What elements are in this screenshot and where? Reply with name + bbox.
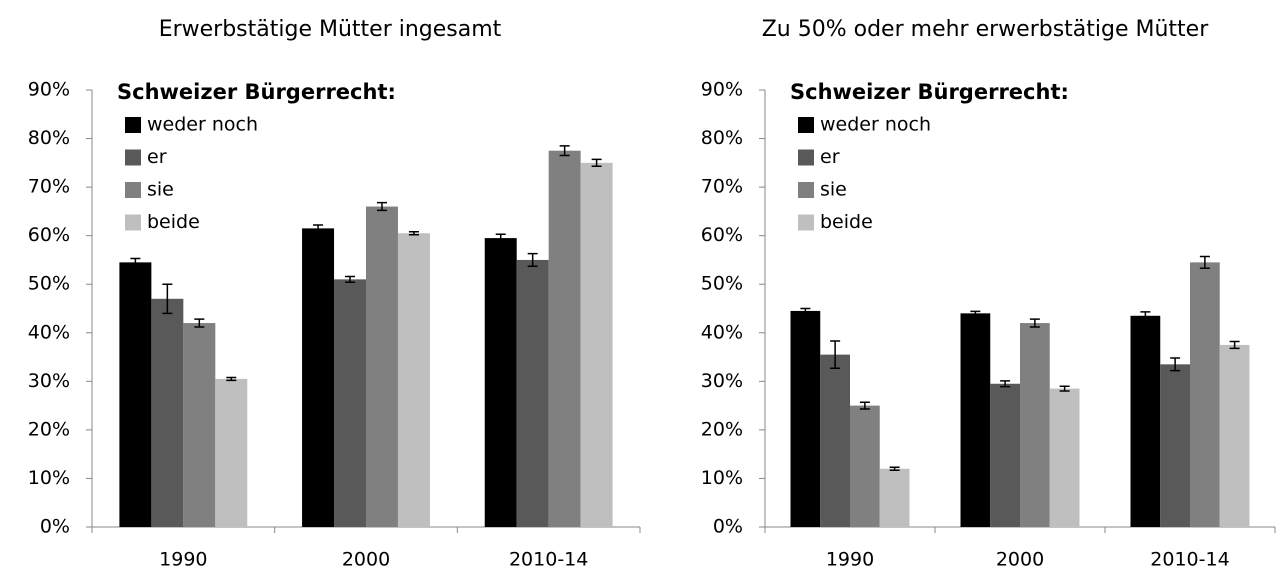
legend-swatch [798, 149, 814, 166]
error-bar [859, 401, 870, 410]
legend-title: Schweizer Bürgerrecht: [117, 80, 396, 104]
y-tick-label: 40% [28, 321, 70, 343]
bar [183, 323, 216, 527]
legend-title: Schweizer Bürgerrecht: [790, 80, 1069, 104]
y-tick-label: 30% [701, 370, 743, 392]
bar [960, 313, 991, 527]
y-tick-label: 80% [28, 127, 70, 149]
y-tick-label: 10% [28, 467, 70, 489]
error-bar [591, 158, 602, 167]
error-bar [1059, 385, 1070, 392]
legend-swatch [798, 182, 814, 198]
bar [366, 206, 398, 528]
error-bar [313, 224, 324, 233]
error-bar [1140, 311, 1151, 321]
y-tick-label: 90% [28, 79, 70, 101]
bar [1160, 364, 1190, 527]
x-tick-label: 1990 [826, 549, 874, 571]
error-bar [1199, 255, 1210, 269]
legend-swatch [125, 117, 141, 133]
error-bar [559, 145, 570, 157]
x-tick-label: 2000 [342, 549, 390, 571]
bar [1219, 344, 1250, 527]
x-tick-label: 2010-14 [509, 549, 588, 571]
y-tick-label: 10% [701, 467, 743, 489]
error-bar [162, 283, 173, 315]
legend-label: sie [147, 179, 174, 201]
bar [548, 150, 581, 527]
bar [850, 405, 880, 527]
legend-label: er [147, 146, 167, 168]
legend-swatch [798, 214, 814, 231]
legend-label: er [820, 146, 840, 168]
error-bar [194, 318, 205, 328]
bar [580, 162, 613, 528]
y-tick-label: 70% [28, 176, 70, 198]
error-bar [527, 252, 538, 268]
x-tick-label: 2000 [996, 549, 1044, 571]
error-bar [130, 257, 141, 268]
bar [820, 354, 850, 527]
error-bar [970, 310, 981, 317]
bar [790, 310, 821, 527]
chart-title: Zu 50% oder mehr erwerbstätige Mütter [762, 17, 1209, 42]
y-tick-label: 60% [701, 224, 743, 246]
bar [334, 279, 366, 527]
bar [215, 378, 248, 527]
error-bar [495, 233, 506, 243]
error-bar [1170, 357, 1181, 372]
bar [302, 228, 335, 527]
legend-swatch [798, 117, 814, 133]
bar [879, 468, 910, 527]
x-tick-label: 1990 [159, 549, 207, 571]
y-tick-label: 40% [701, 321, 743, 343]
bar [1130, 315, 1161, 527]
y-tick-label: 0% [40, 516, 70, 538]
y-tick-label: 50% [701, 273, 743, 295]
error-bar [226, 376, 237, 382]
y-tick-label: 0% [713, 516, 743, 538]
legend-label: weder noch [820, 114, 931, 136]
error-bar [408, 231, 419, 236]
y-tick-label: 30% [28, 370, 70, 392]
bar [516, 259, 549, 527]
legend-swatch [125, 149, 141, 166]
error-bar [830, 340, 841, 369]
legend-swatch [125, 182, 141, 198]
y-tick-label: 70% [701, 176, 743, 198]
legend-label: beide [820, 211, 873, 233]
legend-label: beide [147, 211, 200, 233]
chart-title: Erwerbstätige Mütter ingesamt [159, 17, 502, 42]
error-bar [345, 275, 356, 284]
error-bar [376, 201, 387, 212]
y-tick-label: 60% [28, 224, 70, 246]
legend-label: sie [820, 179, 847, 201]
y-tick-label: 20% [701, 418, 743, 440]
y-tick-label: 50% [28, 273, 70, 295]
bar [397, 233, 430, 527]
error-bar [1000, 380, 1011, 388]
y-tick-label: 80% [701, 127, 743, 149]
bar [990, 383, 1020, 527]
bar [1020, 323, 1050, 527]
error-bar [889, 466, 900, 471]
legend-swatch [125, 214, 141, 231]
bar [119, 262, 152, 527]
legend-label: weder noch [147, 114, 258, 136]
x-tick-label: 2010-14 [1150, 549, 1229, 571]
bar [151, 298, 184, 527]
bar [484, 238, 517, 527]
error-bar [1029, 318, 1040, 328]
bar [1049, 388, 1080, 527]
y-tick-label: 20% [28, 418, 70, 440]
error-bar [1229, 340, 1240, 350]
bar [1190, 262, 1220, 527]
y-tick-label: 90% [701, 79, 743, 101]
error-bar [800, 307, 811, 315]
